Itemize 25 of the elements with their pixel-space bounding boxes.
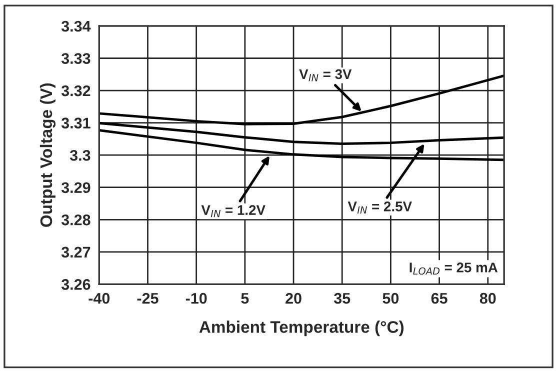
y-tick-label: 3.34 [61,20,91,32]
x-tick-label: 5 [241,293,249,304]
y-tick-label: 3.28 [61,214,90,226]
x-tick-label: 35 [334,292,350,304]
x-tick-label: 80 [480,292,496,304]
annotation: V$_{IN}$ = 2.5V [348,202,412,214]
x-tick-label: -25 [137,292,158,304]
x-axis-title: Ambient Temperature (°C) [199,320,404,336]
line-series [99,122,504,146]
annotation: V$_{IN}$ = 1.2V [201,205,266,218]
annotation: I$_{LOAD}$ = 25 mA [410,262,498,275]
y-tick-label: 3.31 [61,118,90,129]
x-tick-label: -10 [186,292,207,304]
x-tick-label: 65 [431,292,448,304]
x-tick-label: 50 [382,292,399,304]
x-tick-label: -40 [88,292,110,304]
y-tick-label: 3.33 [61,53,90,64]
y-tick-label: 3.27 [61,246,90,258]
annotation: V$_{IN}$ = 3V [299,69,352,82]
y-axis-title: Output Voltage (V) [40,83,56,227]
y-tick-label: 3.26 [61,279,90,290]
y-tick-label: 3.3 [70,150,90,161]
y-tick-label: 3.32 [61,85,90,96]
y-tick-label: 3.29 [61,182,90,194]
x-tick-label: 20 [286,292,302,304]
